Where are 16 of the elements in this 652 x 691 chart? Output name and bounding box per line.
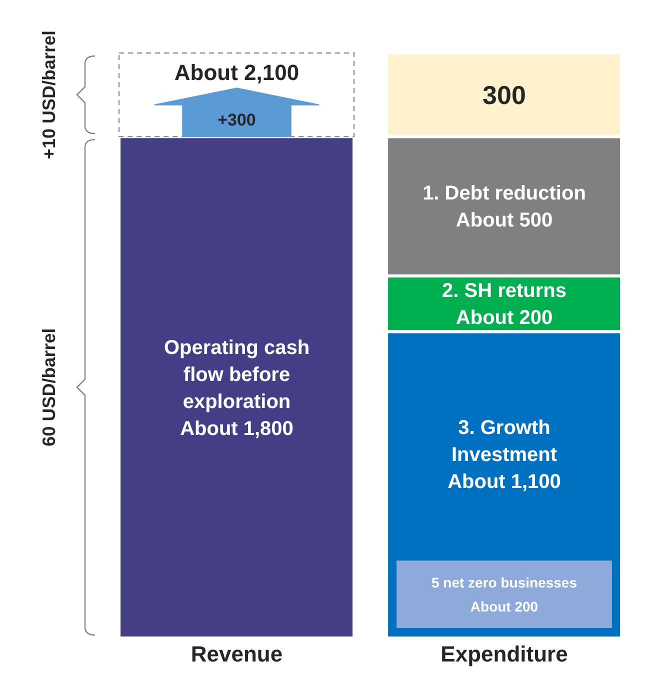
data-label: 300 xyxy=(482,80,526,110)
data-label: About 200 xyxy=(456,307,553,330)
data-label: About 1,800 xyxy=(180,418,294,440)
x-tick-label: Expenditure xyxy=(440,642,568,667)
text: 60 USD/barrel xyxy=(39,328,59,446)
data-label: About 1,100 xyxy=(448,471,561,494)
series-label: 3. Growth Investment xyxy=(451,417,558,466)
total-label: About 2,100 xyxy=(174,60,300,85)
data-label: +300 xyxy=(218,110,256,130)
x-tick-label: Revenue xyxy=(190,642,283,667)
series-label: Operating cash flow before exploration xyxy=(164,336,310,413)
series-label: 1. Debt reduction xyxy=(422,182,586,205)
series-label: 2. SH returns xyxy=(442,280,566,302)
annotation: 5 net zero businesses About 200 xyxy=(431,574,578,614)
data-label: About 500 xyxy=(456,210,553,232)
text: +10 USD/barrel xyxy=(39,30,59,160)
